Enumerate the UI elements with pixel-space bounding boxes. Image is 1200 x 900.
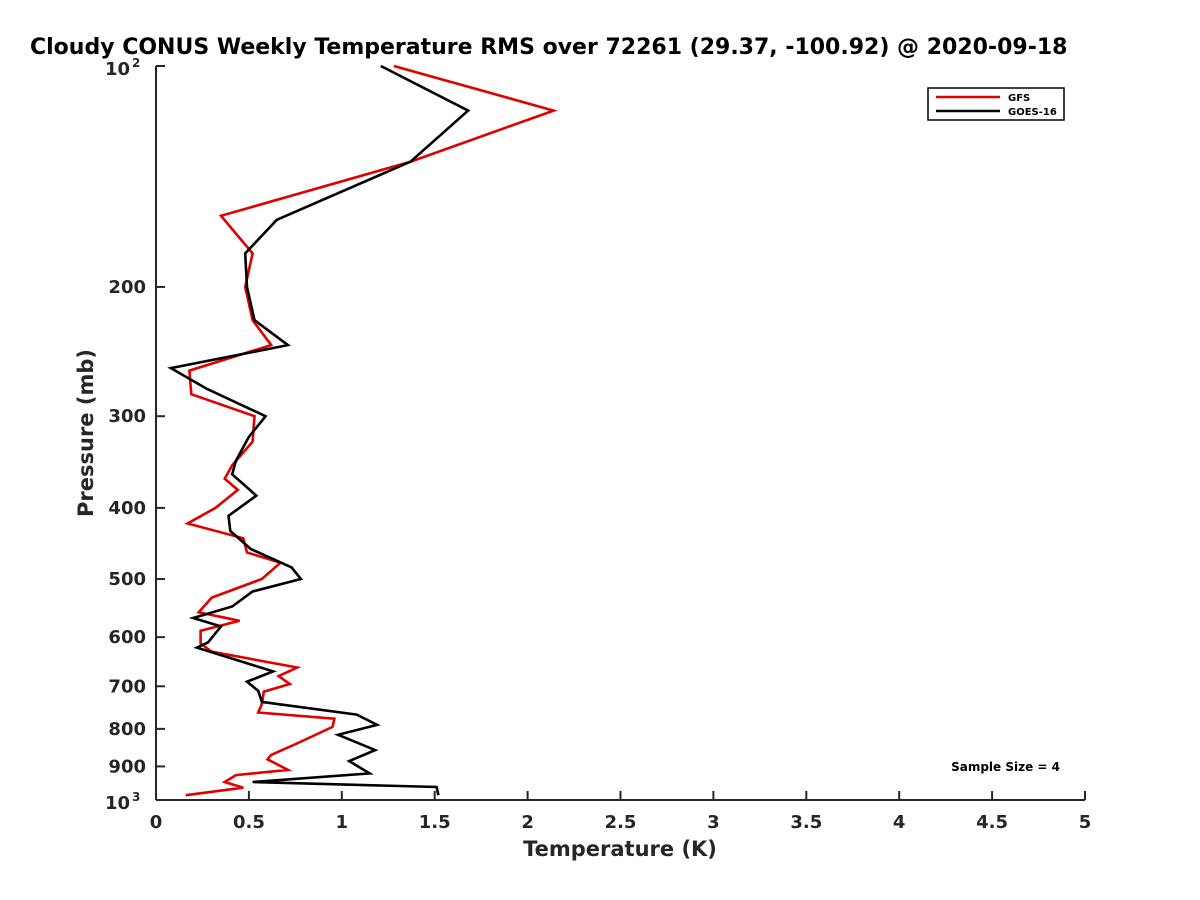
y-tick-label: 400 [108,498,146,519]
y-tick-base: 10 [105,59,130,80]
y-axis-label: Pressure (mb) [74,349,98,517]
plot-background [156,66,1085,800]
x-tick-label: 0.5 [233,812,265,833]
y-tick-label: 300 [108,406,146,427]
x-tick-label: 2.5 [605,812,637,833]
x-tick-label: 0 [150,812,163,833]
x-tick-label: 1.5 [419,812,451,833]
y-tick-label: 10 2 [105,56,140,80]
x-tick-label: 3 [707,812,720,833]
legend-box [927,87,1065,121]
series-layer [167,64,558,797]
y-tick-exponent: 2 [132,56,140,70]
x-axis-label: Temperature (K) [523,837,717,861]
y-tick-label: 900 [108,756,146,777]
y-tick-label: 800 [108,719,146,740]
series-line-gfs [184,64,558,797]
y-tick-base: 10 [105,793,130,814]
x-tick-label: 5 [1079,812,1092,833]
series-line-goes-16 [167,64,471,796]
y-tick-label: 700 [108,676,146,697]
y-tick-label: 500 [108,569,146,590]
sample-size-annotation: Sample Size = 4 [951,760,1060,774]
axis-layer: 0 0.5 1 1.5 2 2.5 3 3.5 4 4.5 510 22003004005006007… [105,56,1091,833]
plot-area [156,66,1085,800]
x-tick-label: 2 [521,812,534,833]
x-tick-label: 4.5 [976,812,1008,833]
x-tick-label: 3.5 [790,812,822,833]
x-tick-label: 1 [336,812,349,833]
legend-label: GFS [1008,93,1030,104]
legend: GFS GOES-16 [927,87,1065,121]
y-tick-label: 600 [108,627,146,648]
y-tick-label: 200 [108,277,146,298]
y-tick-exponent: 3 [132,790,140,804]
x-tick-label: 4 [893,812,906,833]
y-tick-label: 10 3 [105,790,140,814]
legend-label: GOES-16 [1008,107,1057,118]
chart-title: Cloudy CONUS Weekly Temperature RMS over… [30,35,1067,60]
